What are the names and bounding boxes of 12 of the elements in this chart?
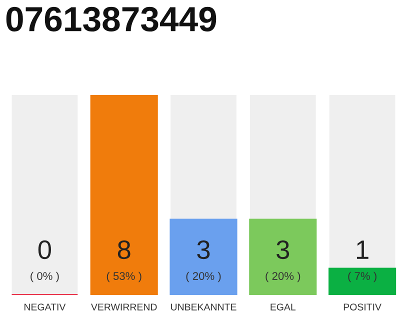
x-tick-label: NEGATIV — [24, 304, 66, 310]
data-label: 1 ( 7% ) — [348, 240, 376, 282]
data-label: 3 ( 20% ) — [186, 240, 221, 282]
chart-title: 07613873449 — [6, 6, 216, 32]
bar — [328, 268, 396, 295]
x-tick-label: VERWIRREND — [91, 304, 157, 310]
x-tick-label: EGAL — [270, 304, 296, 310]
data-label: 8 ( 53% ) — [106, 240, 142, 282]
data-label: 3 ( 20% ) — [266, 240, 300, 282]
x-tick-label: UNBEKANNTE — [171, 304, 236, 310]
x-tick-label: POSITIV — [344, 304, 382, 310]
data-label: 0 ( 0% ) — [30, 240, 59, 282]
